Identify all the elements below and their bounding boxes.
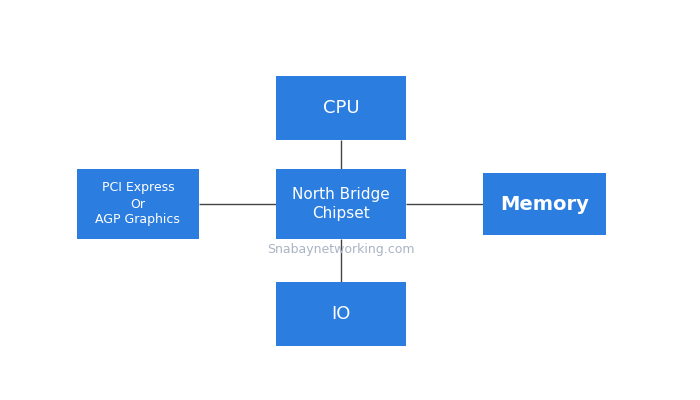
FancyBboxPatch shape — [483, 173, 606, 235]
Text: North Bridge
Chipset: North Bridge Chipset — [292, 187, 390, 221]
FancyBboxPatch shape — [77, 169, 199, 239]
FancyBboxPatch shape — [276, 169, 405, 239]
Text: IO: IO — [331, 305, 351, 323]
FancyBboxPatch shape — [276, 76, 405, 140]
Text: Snabaynetworking.com: Snabaynetworking.com — [267, 244, 414, 256]
Text: PCI Express
Or
AGP Graphics: PCI Express Or AGP Graphics — [95, 182, 181, 226]
Text: Memory: Memory — [500, 194, 589, 214]
FancyBboxPatch shape — [276, 282, 405, 346]
Text: CPU: CPU — [323, 99, 359, 117]
